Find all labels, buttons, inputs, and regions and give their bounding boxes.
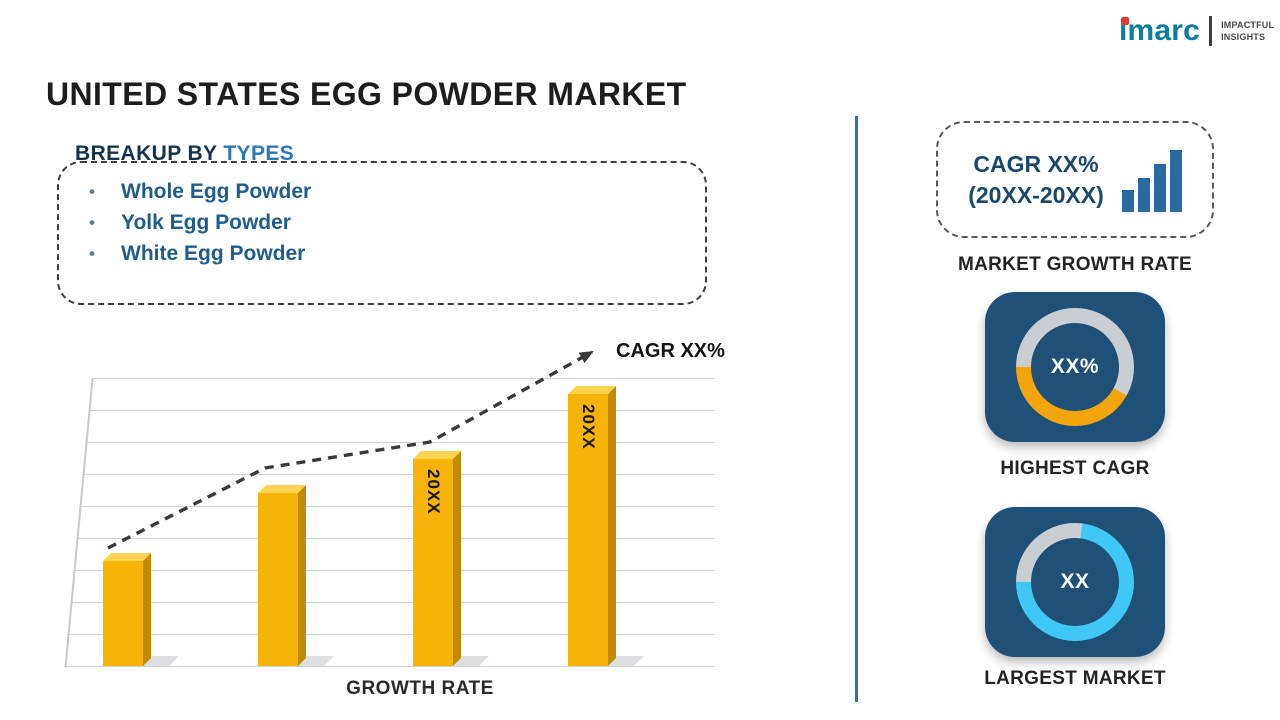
logo-brand: imarc bbox=[1119, 14, 1201, 47]
highest-cagr-card: XX% bbox=[985, 292, 1165, 442]
grid-line bbox=[68, 634, 715, 635]
page-title: UNITED STATES EGG POWDER MARKET bbox=[46, 76, 687, 113]
cagr-period: (20XX-20XX) bbox=[968, 181, 1104, 208]
breakup-heading-highlight: TYPES bbox=[223, 142, 295, 166]
grid-line bbox=[80, 506, 715, 507]
logo-tagline: IMPACTFUL INSIGHTS bbox=[1221, 19, 1274, 43]
bar-label: 20XX bbox=[579, 404, 598, 450]
bullet-icon: • bbox=[89, 212, 95, 232]
breakup-heading-prefix: BREAKUP BY bbox=[75, 142, 224, 166]
cagr-value: CAGR XX% bbox=[973, 150, 1099, 177]
chart-grid bbox=[64, 378, 715, 668]
grid-line bbox=[83, 474, 715, 475]
market-growth-rate-label: MARKET GROWTH RATE bbox=[957, 254, 1193, 275]
bar-1 bbox=[103, 561, 143, 666]
largest-market-label: LARGEST MARKET bbox=[984, 668, 1166, 689]
trend-arrow-icon bbox=[107, 350, 594, 550]
grid-line bbox=[92, 378, 715, 379]
highest-cagr-label: HIGHEST CAGR bbox=[1000, 458, 1150, 479]
market-growth-rate-card: CAGR XX% (20XX-20XX) bbox=[936, 121, 1214, 238]
grid-line bbox=[86, 442, 715, 443]
logo-red-dot-icon bbox=[1121, 17, 1129, 25]
bullet-icon: • bbox=[89, 181, 95, 201]
donut-value: XX% bbox=[1031, 323, 1119, 411]
grid-line bbox=[65, 666, 715, 667]
bullet-icon: • bbox=[89, 243, 95, 263]
bar-chart-icon bbox=[1121, 148, 1182, 212]
grid-line bbox=[74, 570, 715, 571]
section-divider bbox=[855, 116, 858, 702]
list-item: • Yolk Egg Powder bbox=[89, 207, 705, 238]
bar-4: 20XX bbox=[568, 394, 608, 666]
logo-separator bbox=[1209, 16, 1213, 46]
bar-2 bbox=[258, 493, 298, 666]
cagr-annotation: CAGR XX% bbox=[616, 340, 725, 362]
donut-chart-highest-cagr: XX% bbox=[1016, 308, 1134, 426]
growth-rate-bar-chart: 20XX 20XX CAGR XX% bbox=[60, 336, 730, 670]
type-label: Yolk Egg Powder bbox=[121, 210, 291, 234]
donut-value: XX bbox=[1031, 538, 1119, 626]
bar-3: 20XX bbox=[413, 459, 453, 666]
list-item: • Whole Egg Powder bbox=[89, 176, 705, 207]
logo-tagline-line1: IMPACTFUL bbox=[1221, 19, 1275, 30]
donut-chart-largest-market: XX bbox=[1016, 523, 1134, 641]
bar-label: 20XX bbox=[424, 469, 443, 515]
imarc-logo: imarc IMPACTFUL INSIGHTS bbox=[1119, 16, 1274, 46]
breakup-heading: BREAKUP BY TYPES bbox=[75, 142, 294, 166]
grid-line bbox=[77, 538, 715, 539]
types-list-box: • Whole Egg Powder • Yolk Egg Powder • Whit… bbox=[57, 161, 707, 305]
types-list: • Whole Egg Powder • Yolk Egg Powder • Whit… bbox=[59, 176, 705, 269]
list-item: • White Egg Powder bbox=[89, 238, 705, 269]
chart-x-axis-label: GROWTH RATE bbox=[346, 678, 494, 699]
type-label: White Egg Powder bbox=[121, 241, 306, 265]
type-label: Whole Egg Powder bbox=[121, 179, 312, 203]
cagr-text: CAGR XX% (20XX-20XX) bbox=[968, 149, 1104, 211]
grid-line bbox=[71, 602, 715, 603]
logo-tagline-line2: INSIGHTS bbox=[1221, 32, 1266, 42]
largest-market-card: XX bbox=[985, 507, 1165, 657]
grid-line bbox=[89, 410, 715, 411]
